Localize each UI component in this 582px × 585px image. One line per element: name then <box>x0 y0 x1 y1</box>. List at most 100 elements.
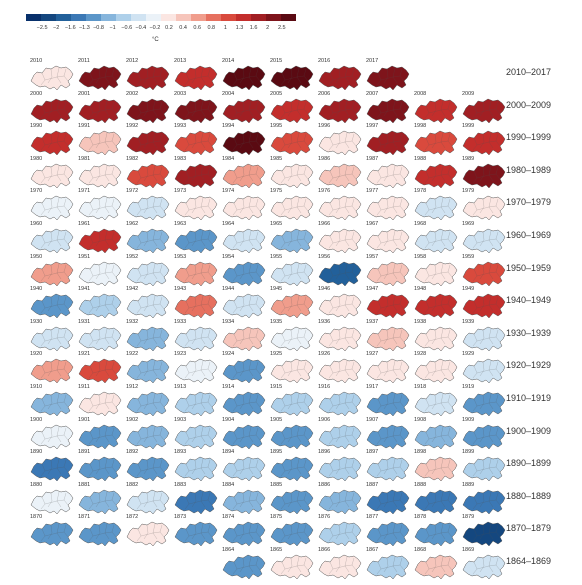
map-outline <box>366 163 410 189</box>
year-label: 2006 <box>318 90 331 97</box>
switzerland-map <box>318 98 362 123</box>
map-outline <box>462 228 506 254</box>
map-outline <box>414 163 458 189</box>
year-map: 1952 <box>124 253 172 292</box>
canton-borders <box>328 100 357 118</box>
year-label: 1963 <box>174 221 187 227</box>
canton-borders <box>376 426 405 444</box>
year-label: 2005 <box>270 90 283 97</box>
map-outline <box>126 456 170 482</box>
canton-borders <box>424 296 453 314</box>
year-label: 1952 <box>126 253 139 260</box>
year-map: 1970 <box>28 188 76 226</box>
canton-borders <box>376 100 405 118</box>
map-outline <box>222 293 266 319</box>
year-map: 1895 <box>268 449 316 487</box>
switzerland-map <box>222 359 266 384</box>
year-map: 2009 <box>460 91 508 129</box>
canton-borders <box>472 296 501 314</box>
year-label: 1965 <box>270 221 283 227</box>
canton-borders <box>232 263 261 281</box>
year-map: 1890 <box>28 449 76 487</box>
switzerland-map <box>222 326 266 352</box>
canton-borders <box>232 361 261 379</box>
year-label: 1931 <box>78 318 91 325</box>
year-map: 1870 <box>28 514 76 552</box>
canton-borders <box>40 263 69 281</box>
map-outline <box>174 522 218 547</box>
scale-swatch <box>251 14 266 21</box>
switzerland-map <box>222 522 266 547</box>
switzerland-map <box>78 489 122 515</box>
year-label: 1943 <box>174 286 187 293</box>
year-map: 1989 <box>460 156 508 194</box>
year-label: 1921 <box>78 351 91 358</box>
scale-tick-label: 0.8 <box>207 25 215 31</box>
year-label: 1964 <box>222 221 235 227</box>
canton-borders <box>376 230 405 249</box>
year-label: 1981 <box>78 155 91 162</box>
canton-borders <box>40 328 69 346</box>
switzerland-map <box>318 65 362 91</box>
switzerland-map <box>366 196 410 221</box>
year-map: 1910 <box>28 384 76 422</box>
canton-borders <box>136 524 165 542</box>
switzerland-map <box>30 424 74 449</box>
year-map: 1883 <box>172 482 220 520</box>
year-label: 1912 <box>126 384 139 390</box>
map-outline <box>30 489 74 515</box>
year-label: 1946 <box>318 286 331 293</box>
switzerland-map <box>462 359 506 384</box>
map-outline <box>366 522 410 547</box>
year-map: 1931 <box>76 318 124 357</box>
year-label: 1925 <box>270 351 283 358</box>
map-outline <box>462 554 506 580</box>
canton-borders <box>328 230 357 249</box>
map-outline <box>270 98 314 123</box>
year-label: 1973 <box>174 188 187 195</box>
canton-borders <box>328 491 357 509</box>
map-outline <box>366 228 410 254</box>
map-outline <box>414 196 458 221</box>
year-label: 2007 <box>366 90 379 97</box>
map-outline <box>462 293 506 319</box>
year-map: 1933 <box>172 319 220 357</box>
year-map: 2000 <box>28 91 76 129</box>
canton-borders <box>88 426 117 444</box>
year-map: 1967 <box>364 221 412 259</box>
map-outline <box>126 196 170 221</box>
decade-label: 2010–2017 <box>506 67 552 77</box>
year-label: 1906 <box>318 416 331 423</box>
year-label: 1944 <box>222 286 235 293</box>
switzerland-map <box>462 163 506 189</box>
year-label: 1920 <box>30 351 43 358</box>
switzerland-map <box>462 228 506 254</box>
year-map: 1980 <box>28 155 76 194</box>
map-outline <box>222 424 266 449</box>
year-label: 1949 <box>462 286 475 293</box>
year-label: 1890 <box>30 449 43 456</box>
canton-borders <box>40 524 69 542</box>
scale-swatch <box>266 14 281 21</box>
map-outline <box>30 456 74 482</box>
year-label: 1917 <box>366 384 379 390</box>
map-outline <box>270 130 314 156</box>
year-label: 1891 <box>78 449 91 456</box>
canton-borders <box>232 133 261 151</box>
switzerland-map <box>174 489 218 515</box>
switzerland-map <box>78 228 122 254</box>
switzerland-map <box>414 261 458 286</box>
year-map: 1928 <box>412 351 460 389</box>
switzerland-map <box>318 163 362 189</box>
map-outline <box>30 293 74 319</box>
canton-borders <box>424 198 453 216</box>
year-label: 2014 <box>222 58 235 64</box>
canton-borders <box>88 133 117 151</box>
canton-borders <box>280 100 309 118</box>
map-outline <box>462 489 506 515</box>
year-label: 1869 <box>462 547 475 553</box>
switzerland-map <box>222 228 266 254</box>
year-map: 1889 <box>460 482 508 520</box>
scale-tick-label: 1.3 <box>236 25 244 31</box>
year-label: 1980 <box>30 155 43 162</box>
